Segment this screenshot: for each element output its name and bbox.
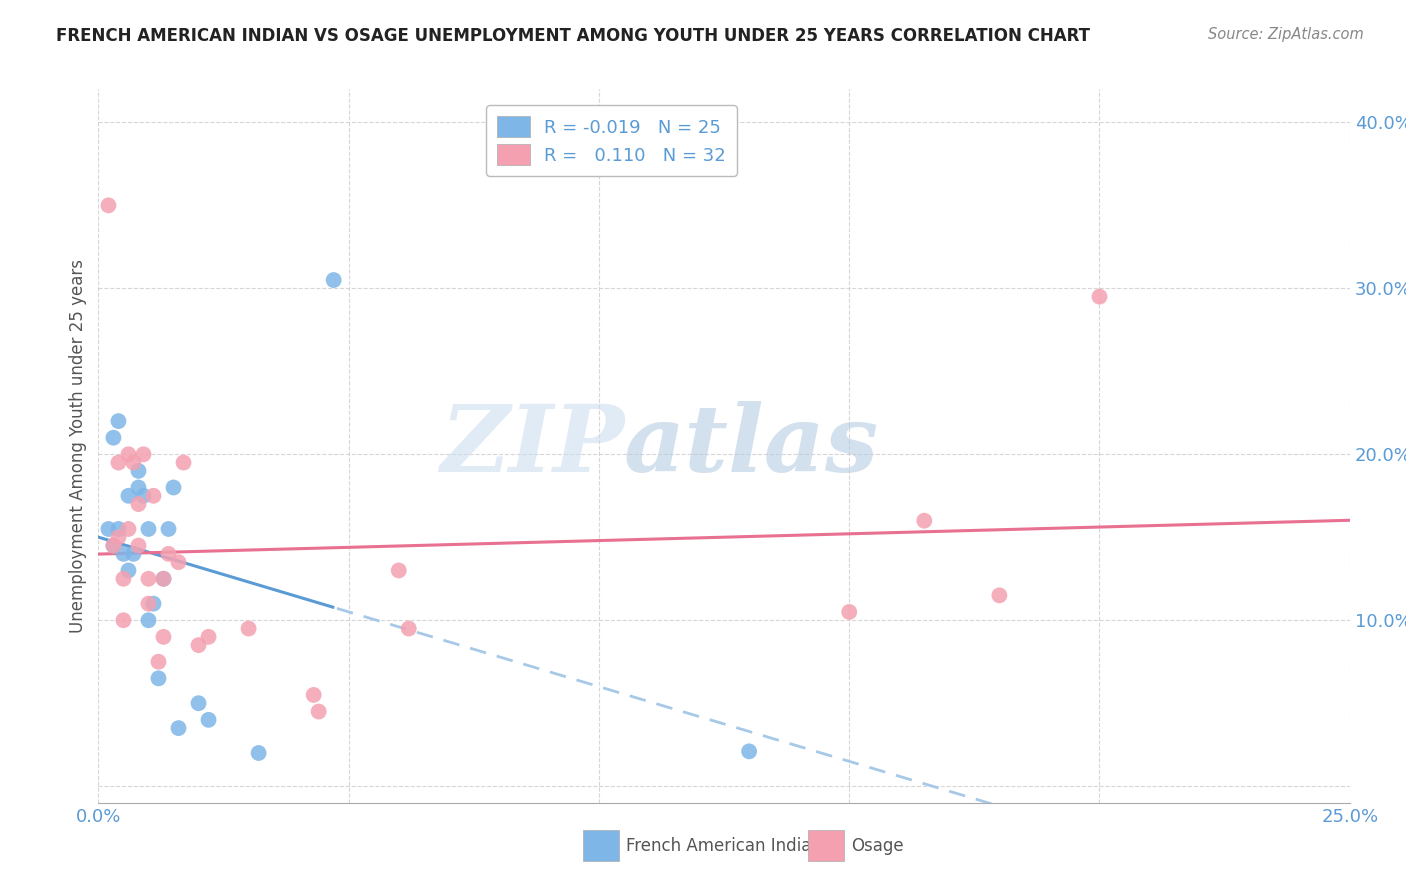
Point bbox=[132, 489, 155, 503]
Point bbox=[162, 481, 184, 495]
Point bbox=[127, 539, 149, 553]
Point bbox=[322, 273, 344, 287]
Point bbox=[152, 572, 174, 586]
Point bbox=[107, 456, 129, 470]
Point bbox=[97, 522, 120, 536]
Point bbox=[138, 522, 160, 536]
Point bbox=[97, 198, 120, 212]
Point bbox=[112, 613, 135, 627]
Point bbox=[103, 539, 125, 553]
Text: Source: ZipAtlas.com: Source: ZipAtlas.com bbox=[1208, 27, 1364, 42]
Point bbox=[107, 522, 129, 536]
Text: atlas: atlas bbox=[624, 401, 879, 491]
Point bbox=[197, 713, 219, 727]
Point bbox=[112, 572, 135, 586]
Point bbox=[103, 539, 125, 553]
Text: ZIP: ZIP bbox=[440, 401, 624, 491]
Text: French American Indians: French American Indians bbox=[626, 837, 831, 855]
Point bbox=[112, 547, 135, 561]
Point bbox=[388, 564, 411, 578]
Point bbox=[103, 431, 125, 445]
Point bbox=[107, 414, 129, 428]
Point bbox=[197, 630, 219, 644]
Point bbox=[117, 489, 139, 503]
Point bbox=[148, 671, 170, 685]
Point bbox=[142, 597, 165, 611]
Point bbox=[187, 638, 209, 652]
Point bbox=[117, 522, 139, 536]
Point bbox=[167, 555, 190, 569]
Point bbox=[157, 547, 180, 561]
Point bbox=[398, 622, 420, 636]
Point bbox=[838, 605, 860, 619]
Point bbox=[122, 456, 145, 470]
Point bbox=[127, 464, 149, 478]
Text: FRENCH AMERICAN INDIAN VS OSAGE UNEMPLOYMENT AMONG YOUTH UNDER 25 YEARS CORRELAT: FRENCH AMERICAN INDIAN VS OSAGE UNEMPLOY… bbox=[56, 27, 1090, 45]
Point bbox=[132, 447, 155, 461]
Point bbox=[142, 489, 165, 503]
Point bbox=[1088, 290, 1111, 304]
Point bbox=[127, 497, 149, 511]
Point bbox=[247, 746, 270, 760]
Point bbox=[122, 547, 145, 561]
Point bbox=[302, 688, 325, 702]
Point bbox=[127, 481, 149, 495]
Point bbox=[152, 572, 174, 586]
Point bbox=[238, 622, 260, 636]
Point bbox=[117, 564, 139, 578]
Y-axis label: Unemployment Among Youth under 25 years: Unemployment Among Youth under 25 years bbox=[69, 259, 87, 633]
Point bbox=[173, 456, 195, 470]
Text: Osage: Osage bbox=[851, 837, 903, 855]
Point bbox=[117, 447, 139, 461]
Point bbox=[738, 744, 761, 758]
Point bbox=[138, 597, 160, 611]
Point bbox=[912, 514, 935, 528]
Point bbox=[187, 696, 209, 710]
Point bbox=[988, 588, 1011, 602]
Legend: R = -0.019   N = 25, R =   0.110   N = 32: R = -0.019 N = 25, R = 0.110 N = 32 bbox=[486, 105, 737, 176]
Point bbox=[152, 630, 174, 644]
Point bbox=[138, 572, 160, 586]
Point bbox=[148, 655, 170, 669]
Point bbox=[167, 721, 190, 735]
Point bbox=[138, 613, 160, 627]
Point bbox=[107, 530, 129, 544]
Point bbox=[308, 705, 330, 719]
Point bbox=[157, 522, 180, 536]
